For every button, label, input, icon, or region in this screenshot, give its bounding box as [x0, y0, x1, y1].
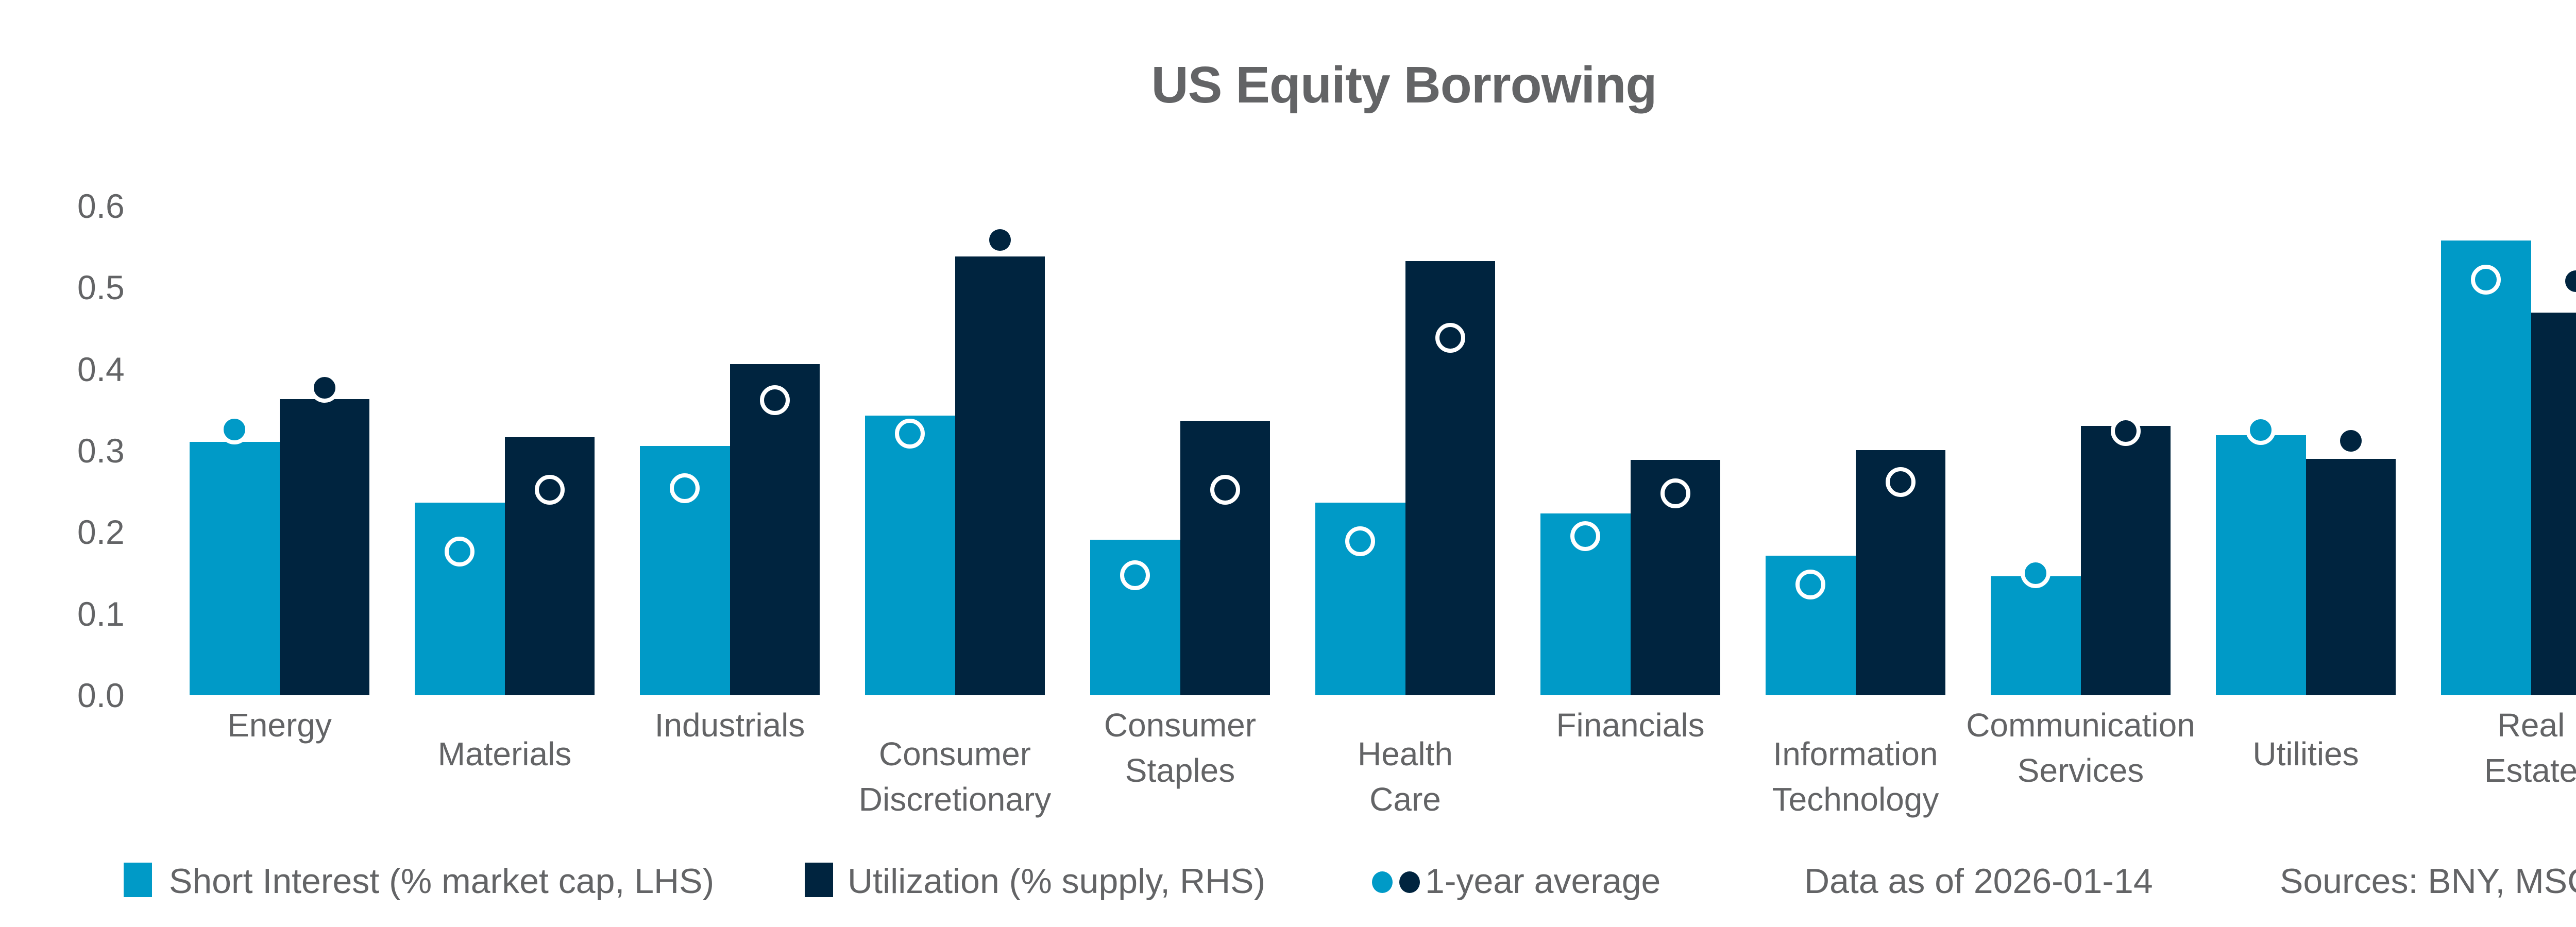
short-interest-average-marker — [1345, 526, 1376, 556]
utilization-bar[interactable] — [955, 256, 1045, 695]
x-axis-label-line: Consumer — [1104, 707, 1257, 744]
x-axis-label: Energy — [227, 702, 332, 748]
x-axis-label-line: Real — [2497, 707, 2565, 744]
x-axis-label-line: Discretionary — [858, 781, 1052, 818]
data-as-of-note: Data as of 2026-01-14 — [1804, 862, 2153, 901]
short-interest-average-marker — [1120, 560, 1150, 591]
utilization-average-marker — [1885, 467, 1916, 497]
left-axis-tick: 0.0 — [77, 676, 125, 714]
x-axis-label-line: Estate — [2484, 752, 2576, 789]
x-axis-label-line: Financials — [1556, 707, 1705, 744]
left-axis-tick: 0.1 — [77, 594, 125, 633]
short-interest-average-marker — [1570, 521, 1601, 552]
x-axis-label-line: Staples — [1125, 752, 1235, 789]
utilization-average-marker — [985, 225, 1015, 255]
x-axis-label: Utilities — [2252, 731, 2359, 777]
left-axis-tick: 0.6 — [77, 187, 125, 225]
short-interest-average-marker — [2021, 558, 2051, 588]
x-axis-label: Consumer Discretionary — [859, 731, 1051, 822]
x-axis-label-line: Communication — [1966, 707, 2195, 744]
x-axis-label: Materials — [438, 731, 572, 777]
short-interest-average-marker — [895, 418, 925, 449]
x-axis-label-line: Services — [2017, 752, 2144, 789]
utilization-bar[interactable] — [2306, 458, 2396, 695]
legend-swatch-utilization — [805, 863, 833, 897]
legend-dot-short-interest-average-icon — [1372, 871, 1393, 893]
utilization-average-marker — [2335, 426, 2366, 456]
utilization-average-marker — [2110, 416, 2141, 447]
utilization-bar[interactable] — [279, 399, 369, 695]
x-axis-label: Industrials — [655, 702, 805, 748]
utilization-average-marker — [1210, 474, 1240, 505]
utilization-average-marker — [1660, 478, 1690, 509]
short-interest-bar[interactable] — [2441, 240, 2531, 695]
short-interest-bar[interactable] — [2216, 435, 2306, 695]
short-interest-average-marker — [670, 473, 700, 503]
utilization-average-marker — [2561, 266, 2576, 296]
utilization-average-marker — [534, 474, 565, 505]
short-interest-average-marker — [1795, 569, 1826, 599]
x-axis-label-line: Health — [1358, 735, 1453, 772]
x-axis-label: Communication Services — [1966, 702, 2195, 793]
left-axis-tick: 0.3 — [77, 432, 125, 470]
short-interest-bar[interactable] — [190, 441, 280, 695]
utilization-average-marker — [309, 372, 340, 403]
chart-title: US Equity Borrowing — [1151, 56, 1657, 114]
utilization-average-marker — [759, 385, 790, 416]
x-axis-label-line: Care — [1369, 781, 1441, 818]
x-axis-label-line: Technology — [1772, 781, 1939, 818]
x-axis-label-line: Energy — [227, 707, 332, 744]
legend-dot-utilization-average-icon — [1399, 871, 1420, 893]
left-axis-tick: 0.5 — [77, 268, 125, 307]
left-axis-tick: 0.4 — [77, 350, 125, 388]
short-interest-average-marker — [2471, 264, 2501, 295]
short-interest-average-marker — [2246, 415, 2276, 445]
x-axis-label: Real Estate — [2484, 702, 2576, 793]
short-interest-bar[interactable] — [415, 503, 505, 695]
utilization-bar[interactable] — [2080, 426, 2171, 695]
x-axis-label-line: Consumer — [878, 735, 1031, 772]
utilization-average-marker — [1435, 322, 1465, 353]
x-axis-label: Information Technology — [1772, 731, 1939, 822]
utilization-bar[interactable] — [1180, 421, 1270, 695]
x-axis-label: Consumer Staples — [1104, 702, 1256, 793]
legend-swatch-short-interest — [124, 863, 152, 897]
x-axis-label-line: Information — [1773, 735, 1938, 772]
short-interest-bar[interactable] — [865, 415, 955, 695]
x-axis-label-line: Materials — [437, 735, 572, 772]
utilization-bar[interactable] — [730, 364, 820, 695]
utilization-bar[interactable] — [2531, 312, 2576, 695]
x-axis-label-line: Industrials — [654, 707, 805, 744]
left-axis-tick: 0.2 — [77, 513, 125, 552]
short-interest-average-marker — [445, 537, 475, 567]
short-interest-average-marker — [219, 414, 250, 444]
sources-note: Sources: BNY, MSCI — [2280, 862, 2576, 901]
x-axis-label: Health Care — [1358, 731, 1453, 822]
legend-label-utilization: Utilization (% supply, RHS) — [848, 862, 1266, 901]
x-axis-label: Financials — [1556, 702, 1704, 748]
short-interest-bar[interactable] — [1991, 576, 2081, 695]
legend-label-short-interest: Short Interest (% market cap, LHS) — [169, 862, 715, 901]
x-axis-label-line: Utilities — [2252, 735, 2359, 772]
legend-label-average: 1-year average — [1425, 862, 1661, 901]
